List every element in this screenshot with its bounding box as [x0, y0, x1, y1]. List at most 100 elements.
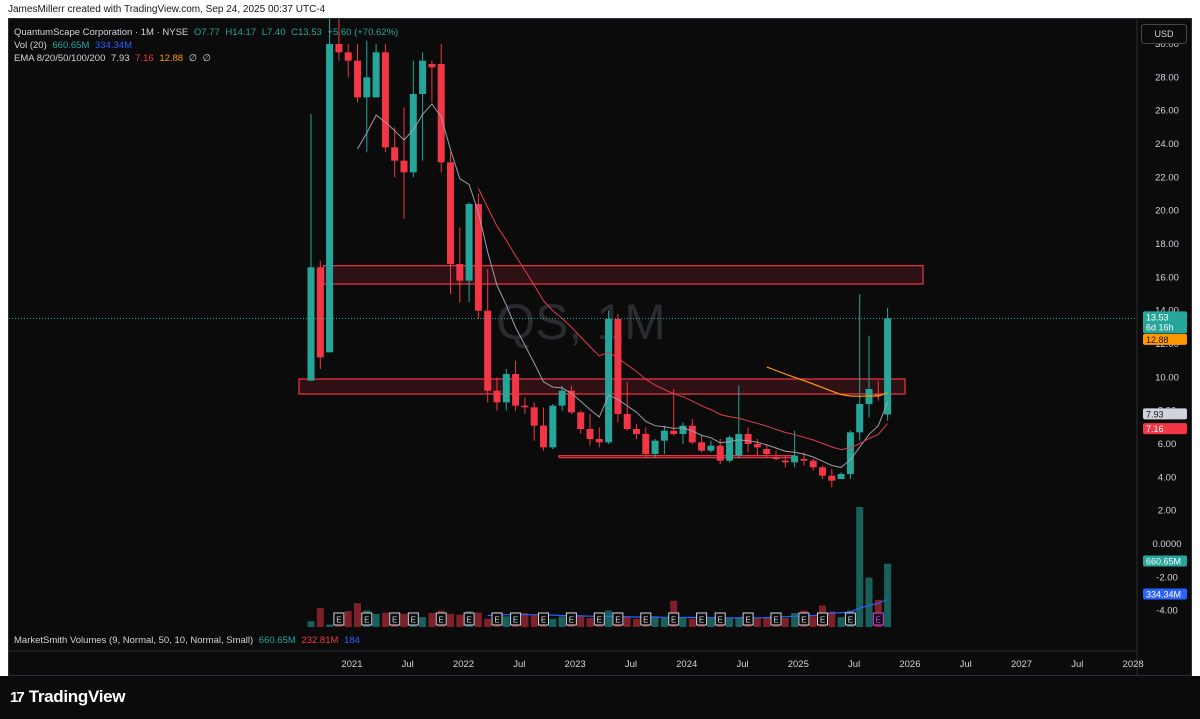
- ema8-line: [357, 103, 889, 468]
- earnings-letter: E: [494, 616, 499, 625]
- earnings-box: [389, 612, 401, 626]
- ema8-tag: 7.93: [1143, 408, 1187, 420]
- x-tick-label: 2022: [453, 659, 474, 670]
- earnings-marker: E: [361, 612, 373, 626]
- ema8-value: 7.93: [111, 53, 130, 64]
- volume-bar: [484, 618, 492, 627]
- candle-body: [316, 267, 324, 358]
- earnings-letter: E: [439, 616, 444, 625]
- candle-body: [633, 429, 640, 434]
- candle: [651, 439, 659, 458]
- candle-body: [363, 77, 371, 98]
- footer-bar: [0, 676, 1200, 719]
- tradingview-mark-icon: 17: [10, 689, 25, 706]
- x-tick-label: Jul: [960, 659, 972, 670]
- candle: [372, 44, 380, 98]
- earnings-letter: E: [820, 616, 825, 625]
- earnings-marker: E: [612, 612, 624, 626]
- candle: [549, 404, 557, 449]
- symbol-legend: QuantumScape Corporation · 1M · NYSE O7.…: [14, 27, 401, 38]
- y-tick-label: 14.00: [1155, 306, 1179, 317]
- candle: [447, 152, 454, 294]
- candle: [781, 455, 789, 468]
- volume-bar: [428, 613, 436, 627]
- support-zone-3: [558, 455, 796, 459]
- candle: [735, 385, 743, 458]
- candle-body: [884, 318, 892, 415]
- ema20-tag-bg: [1143, 423, 1187, 435]
- volume-bar: [660, 617, 668, 627]
- candle: [633, 424, 640, 439]
- y-tick-label: 18.00: [1155, 239, 1179, 250]
- earnings-letter: E: [801, 616, 806, 625]
- candle: [884, 307, 892, 421]
- last-price-tag-bg: [1143, 311, 1187, 334]
- candle: [726, 435, 733, 463]
- price-chart[interactable]: QS, 1M 30.00 28.00 26.00 24.00 22.00 20.00 18.0…: [9, 19, 1192, 676]
- ema-legend: EMA 8/20/50/100/200 7.93 7.16 12.88 ∅ ∅: [14, 53, 214, 64]
- y-tick-label: 28.00: [1155, 72, 1179, 83]
- volume-label: Vol (20): [14, 40, 47, 51]
- candle: [707, 440, 715, 453]
- y-tick-label: 24.00: [1155, 139, 1179, 150]
- earnings-box: [640, 612, 652, 626]
- volume-bar: [521, 613, 529, 627]
- candle-body: [512, 374, 520, 406]
- candle: [586, 414, 594, 446]
- candle-body: [465, 204, 473, 281]
- candle-body: [660, 430, 668, 441]
- volume-bar: [837, 617, 845, 627]
- tradingview-logo[interactable]: 17 TradingView: [10, 687, 126, 707]
- earnings-marker: E: [565, 612, 577, 626]
- earnings-box: [770, 612, 782, 626]
- volume-bar: [549, 618, 557, 627]
- earnings-marker: E: [798, 612, 810, 626]
- earnings-box: [565, 612, 577, 626]
- candle-body: [726, 437, 733, 461]
- candle-body: [567, 390, 575, 413]
- earnings-letter: E: [745, 616, 750, 625]
- candle: [530, 402, 538, 441]
- earnings-marker: E: [872, 612, 884, 626]
- y-tick-label: 0.0000: [1152, 539, 1181, 550]
- ema8-tag-text: 7.93: [1146, 409, 1164, 419]
- candle-body: [744, 434, 752, 444]
- volume-bar: [419, 617, 427, 627]
- candle: [316, 260, 324, 369]
- support-zone-1: [323, 265, 924, 285]
- candle-body: [605, 319, 613, 443]
- chart-area[interactable]: QS, 1M 30.00 28.00 26.00 24.00 22.00 20.00 18.0…: [8, 18, 1192, 676]
- earnings-marker: E: [435, 612, 447, 626]
- earnings-box: [844, 612, 856, 626]
- earnings-box: [510, 612, 522, 626]
- x-tick-label: 2025: [788, 659, 809, 670]
- volume-bar: [753, 617, 761, 627]
- candle: [828, 469, 836, 488]
- ohlc-low: L7.40: [261, 27, 286, 38]
- volume-bar: [884, 563, 892, 627]
- candle-body: [307, 267, 315, 381]
- earnings-box: [714, 612, 726, 626]
- support-zone-2: [298, 378, 906, 395]
- candle-body: [856, 404, 864, 433]
- currency-button[interactable]: USD: [1141, 24, 1187, 44]
- earnings-letter: E: [643, 616, 648, 625]
- x-tick-label: Jul: [848, 659, 860, 670]
- y-tick-label: 30.00: [1155, 39, 1179, 50]
- earnings-letter: E: [597, 616, 602, 625]
- candle: [540, 407, 547, 451]
- candle-body: [540, 425, 547, 448]
- candle-body: [381, 52, 389, 148]
- volume-bar: [456, 614, 464, 627]
- candle-body: [391, 147, 399, 161]
- y-tick-label: 2.00: [1158, 506, 1177, 517]
- candle-body: [651, 440, 659, 454]
- earnings-letter: E: [876, 616, 881, 625]
- candle: [567, 385, 575, 414]
- candle-body: [549, 405, 557, 448]
- candle: [846, 430, 854, 479]
- candle: [307, 114, 315, 381]
- earnings-marker: E: [844, 612, 856, 626]
- volume-bar: [400, 613, 408, 627]
- earnings-letter: E: [569, 616, 574, 625]
